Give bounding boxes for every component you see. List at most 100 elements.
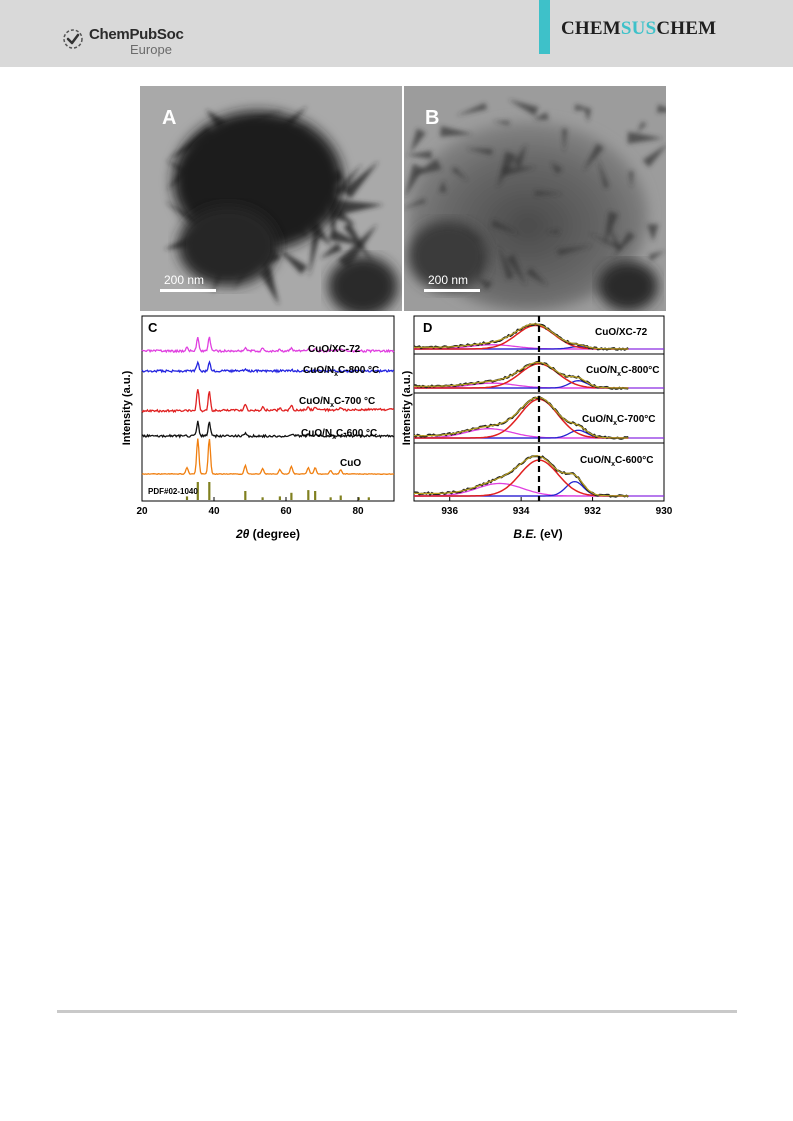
x-tick-label: 932 — [584, 506, 601, 517]
tem-b-needle — [545, 229, 559, 234]
panel-b-tem-image — [404, 86, 666, 311]
tem-a-needle — [337, 223, 378, 270]
panel-d-ylabel: Intensity (a.u.) — [401, 370, 413, 445]
tem-b-needle — [550, 162, 563, 175]
panel-b-scale-text: 200 nm — [428, 273, 468, 287]
panel-c-label: C — [148, 320, 158, 335]
journal-title-part1: CHEM — [561, 18, 621, 39]
panel-d-xlabel-italic: B.E. — [513, 527, 536, 541]
panel-c-xlabel-italic: 2θ — [235, 527, 250, 541]
tem-a-needle — [334, 199, 384, 216]
tem-b-needle — [557, 245, 594, 256]
xps-series-label: CuO/XC-72 — [595, 327, 648, 338]
reference-label: PDF#02-1040 — [148, 487, 198, 496]
x-tick-label: 930 — [656, 506, 673, 517]
tem-b-needle — [477, 278, 493, 291]
tem-b-needle — [410, 128, 426, 154]
xrd-series-label: CuO/NxC-600 °C — [301, 428, 377, 441]
xrd-series-label: CuO — [340, 458, 361, 469]
tem-b-needle — [455, 102, 488, 116]
x-tick-label: 60 — [280, 506, 292, 517]
xrd-series-line — [141, 438, 395, 476]
tem-b-needle — [533, 112, 549, 120]
tem-b-needle — [574, 104, 591, 111]
footer-rule — [57, 1010, 737, 1013]
tem-b-needle — [642, 144, 666, 168]
tem-b-needle — [647, 224, 659, 242]
tem-b-needle — [497, 244, 515, 280]
tem-b-needle — [611, 231, 635, 259]
panel-d-label: D — [423, 320, 432, 335]
publisher-logo: ChemPubSoc Europe — [62, 22, 202, 58]
x-tick-label: 936 — [441, 506, 458, 517]
x-tick-label: 80 — [352, 506, 364, 517]
tem-b-needle — [584, 108, 592, 123]
xps-fit-component — [414, 363, 629, 389]
panel-a-scale-bar — [160, 289, 216, 292]
tem-b-needle — [404, 163, 424, 199]
xps-envelope — [414, 455, 629, 497]
journal-title: CHEMSUSCHEM — [561, 18, 716, 40]
tem-b-needle — [404, 198, 426, 209]
xps-envelope — [413, 361, 629, 389]
xrd-series-line — [141, 389, 395, 414]
panel-d-xlabel-rest: (eV) — [537, 527, 563, 541]
tem-b-needle — [562, 128, 568, 153]
panel-c-xrd-plot: 20 40 60 80 CuO/XC-72 CuO/NxC-800 °C CuO/NxC-7… — [136, 336, 395, 517]
xps-series-label: CuO/NxC-800°C — [586, 365, 659, 378]
panel-b-label: B — [425, 107, 439, 129]
xps-fit-component — [414, 398, 629, 439]
panel-a-label: A — [162, 107, 176, 129]
x-tick-label: 40 — [208, 506, 220, 517]
panel-c-ylabel: Intensity (a.u.) — [121, 370, 133, 445]
xrd-series-label: CuO/NxC-700 °C — [299, 396, 375, 409]
publisher-logo-icon — [63, 29, 83, 49]
tem-b-needle — [636, 121, 647, 133]
tem-b-needle — [440, 125, 473, 137]
xrd-series-line — [141, 336, 395, 354]
tem-b-needle — [491, 219, 520, 235]
journal-accent-bar — [539, 0, 550, 54]
xps-series-label: CuO/NxC-600°C — [580, 455, 653, 468]
tem-b-needle — [405, 150, 432, 159]
figure-canvas: A 200 nm B 200 nm C 20 40 60 80 CuO/XC-72 CuO… — [121, 86, 673, 541]
xrd-series-label: CuO/NxC-800 °C — [303, 365, 379, 378]
tem-b-needle — [451, 166, 469, 182]
tem-b-needle — [627, 131, 664, 144]
tem-a-needle — [258, 267, 280, 306]
x-tick-label: 20 — [136, 506, 148, 517]
tem-b-needle — [582, 143, 604, 172]
tem-b-needle — [596, 156, 609, 189]
tem-b-needle — [465, 148, 493, 155]
tem-b-needle — [628, 171, 634, 189]
journal-header: ChemPubSoc Europe CHEMSUSCHEM — [0, 0, 793, 67]
panel-d-xlabel: B.E. (eV) — [513, 527, 562, 541]
tem-a-needle — [277, 248, 308, 275]
tem-b-needle — [607, 222, 621, 249]
tem-b-needle — [496, 151, 517, 189]
publisher-sub: Europe — [130, 42, 172, 57]
tem-a-needle — [342, 161, 379, 199]
tem-b-needle — [648, 250, 666, 261]
tem-b-needle — [534, 190, 564, 196]
tem-b-needle — [492, 121, 510, 126]
panel-c-xlabel-rest: (degree) — [249, 527, 300, 541]
tem-b-needle — [526, 267, 548, 287]
tem-a-needle — [343, 222, 376, 267]
tem-b-needle — [657, 104, 666, 113]
panel-a-tem-image — [140, 86, 402, 311]
xps-series-label: CuO/NxC-700°C — [582, 414, 655, 427]
xrd-series-line — [141, 420, 395, 439]
tem-b-needle — [508, 99, 539, 116]
panel-c-xlabel: 2θ (degree) — [235, 527, 300, 541]
xps-envelope — [414, 323, 629, 350]
panel-a-scale-text: 200 nm — [164, 273, 204, 287]
publisher-name: ChemPubSoc — [89, 26, 184, 43]
tem-b-needle — [506, 254, 527, 286]
tem-b-needle — [513, 143, 527, 168]
panel-c-plot-frame — [141, 315, 395, 502]
panel-d-xps-plot: 936 934 932 930 CuO/XC-72 CuO/NxC-800°C CuO/Nx… — [413, 316, 673, 517]
xps-fit-component — [414, 459, 629, 497]
journal-title-part2: SUS — [620, 18, 657, 39]
journal-title-part3: CHEM — [656, 18, 717, 39]
